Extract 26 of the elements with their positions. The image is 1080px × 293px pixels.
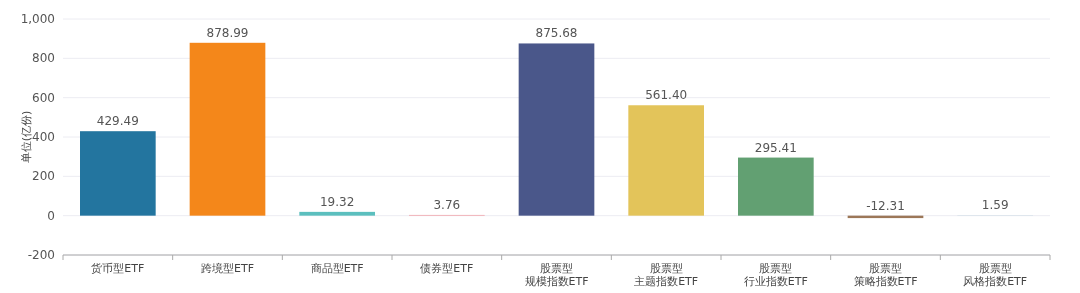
data-label: 295.41 [754, 140, 797, 155]
x-tick-label: 股票型主题指数ETF [634, 262, 699, 288]
y-tick-label: 800 [32, 51, 55, 66]
x-tick-label: 债券型ETF [420, 262, 474, 275]
y-tick-label: 1,000 [20, 12, 55, 26]
data-label: 429.49 [96, 114, 139, 129]
data-label: 878.99 [206, 25, 249, 40]
data-label: 19.32 [319, 194, 355, 209]
x-tick-label: 股票型风格指数ETF [963, 262, 1028, 288]
x-tick-label: 跨境型ETF [201, 262, 254, 275]
y-tick-label: -200 [27, 248, 55, 262]
y-tick-label: 0 [47, 208, 55, 223]
x-tick-label: 商品型ETF [310, 262, 364, 275]
y-tick-label: 400 [32, 130, 55, 144]
data-label: 875.68 [535, 26, 578, 41]
data-label: 1.59 [981, 198, 1009, 213]
y-axis-title: 单位(亿份) [20, 110, 33, 164]
x-tick-label: 股票型策略指数ETF [853, 262, 918, 288]
x-tick-label: 货币型ETF [91, 262, 145, 275]
y-tick-label: 200 [32, 169, 55, 184]
x-tick-label: 股票型规模指数ETF [524, 262, 589, 288]
data-label: 561.40 [645, 88, 688, 103]
x-tick-label: 股票型行业指数ETF [743, 262, 808, 288]
data-label: 3.76 [433, 197, 461, 212]
data-label: -12.31 [866, 198, 905, 213]
y-tick-label: 600 [32, 90, 55, 105]
